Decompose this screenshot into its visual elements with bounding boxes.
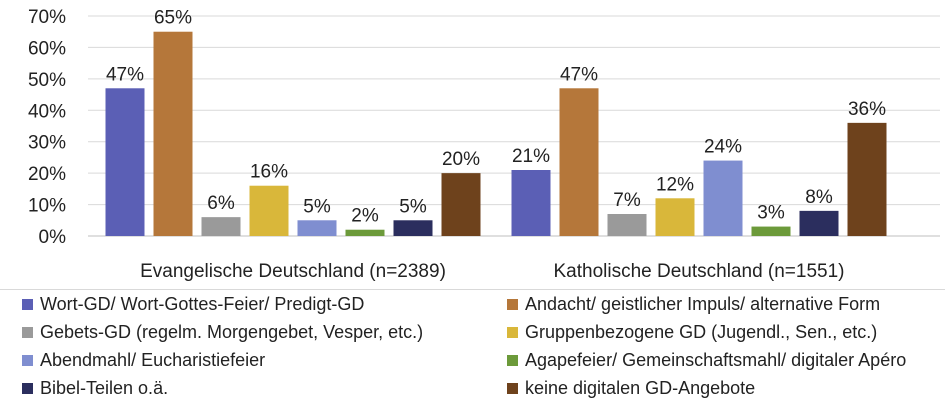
bar [105, 88, 145, 237]
y-tick-label: 20% [28, 164, 66, 185]
data-label: 24% [704, 137, 742, 158]
data-label: 5% [399, 196, 427, 217]
legend-swatch [22, 355, 33, 366]
data-label: 21% [512, 146, 550, 167]
data-label: 36% [848, 99, 886, 120]
y-tick-label: 70% [28, 7, 66, 28]
legend-label: Gruppenbezogene GD (Jugendl., Sen., etc.… [525, 322, 878, 342]
data-label: 8% [805, 187, 833, 208]
legend-item: Andacht/ geistlicher Impuls/ alternative… [507, 294, 880, 315]
legend-item: Abendmahl/ Eucharistiefeier [22, 350, 265, 371]
bar [201, 217, 241, 236]
legend: Wort-GD/ Wort-Gottes-Feier/ Predigt-GD An… [0, 288, 945, 406]
y-tick-label: 40% [28, 101, 66, 122]
legend-swatch [22, 327, 33, 338]
legend-item: Agapefeier/ Gemeinschaftsmahl/ digitaler… [507, 350, 906, 371]
legend-item: Gruppenbezogene GD (Jugendl., Sen., etc.… [507, 322, 877, 343]
legend-label: keine digitalen GD-Angebote [525, 378, 756, 398]
legend-item: keine digitalen GD-Angebote [507, 378, 755, 399]
legend-swatch [507, 327, 518, 338]
legend-swatch [22, 383, 33, 394]
bar [703, 160, 743, 236]
category-label: Evangelische Deutschland (n=2389) [140, 261, 446, 282]
legend-label: Gebets-GD (regelm. Morgengebet, Vesper, … [40, 322, 424, 342]
y-tick-label: 50% [28, 70, 66, 91]
bar [393, 220, 433, 236]
data-label: 47% [106, 64, 144, 85]
bar [799, 210, 839, 236]
data-label: 12% [656, 174, 694, 195]
data-label: 65% [154, 8, 192, 29]
bar [249, 185, 289, 236]
legend-label: Bibel-Teilen o.ä. [40, 378, 169, 398]
y-tick-label: 0% [39, 227, 67, 248]
data-label: 16% [250, 162, 288, 183]
bar [655, 198, 695, 236]
data-label: 6% [207, 193, 235, 214]
legend-item: Wort-GD/ Wort-Gottes-Feier/ Predigt-GD [22, 294, 364, 315]
data-label: 3% [757, 203, 785, 224]
legend-divider [0, 289, 945, 290]
legend-item: Bibel-Teilen o.ä. [22, 378, 168, 399]
legend-swatch [507, 299, 518, 310]
bar [847, 122, 887, 236]
legend-item: Gebets-GD (regelm. Morgengebet, Vesper, … [22, 322, 423, 343]
bar [297, 220, 337, 236]
y-tick-label: 60% [28, 38, 66, 59]
y-tick-label: 10% [28, 196, 66, 217]
legend-label: Agapefeier/ Gemeinschaftsmahl/ digitaler… [525, 350, 907, 370]
data-label: 47% [560, 64, 598, 85]
data-label: 20% [442, 149, 480, 170]
data-label: 2% [351, 206, 379, 227]
legend-swatch [507, 355, 518, 366]
bar [751, 226, 791, 236]
category-label: Katholische Deutschland (n=1551) [554, 261, 845, 282]
legend-label: Andacht/ geistlicher Impuls/ alternative… [525, 294, 881, 314]
bar [345, 229, 385, 236]
legend-swatch [507, 383, 518, 394]
bar [559, 88, 599, 237]
legend-swatch [22, 299, 33, 310]
bar [607, 214, 647, 236]
bar [511, 170, 551, 236]
legend-label: Abendmahl/ Eucharistiefeier [40, 350, 266, 370]
data-label: 5% [303, 196, 331, 217]
data-label: 7% [613, 190, 641, 211]
bar-chart: 0% 10% 20% 30% 40% 50% 60% 70% 47% 65% 6% 16% 5% 2% 5%… [28, 7, 940, 282]
y-tick-label: 30% [28, 133, 66, 154]
legend-label: Wort-GD/ Wort-Gottes-Feier/ Predigt-GD [40, 294, 365, 314]
bar [441, 173, 481, 236]
bar [153, 31, 193, 237]
